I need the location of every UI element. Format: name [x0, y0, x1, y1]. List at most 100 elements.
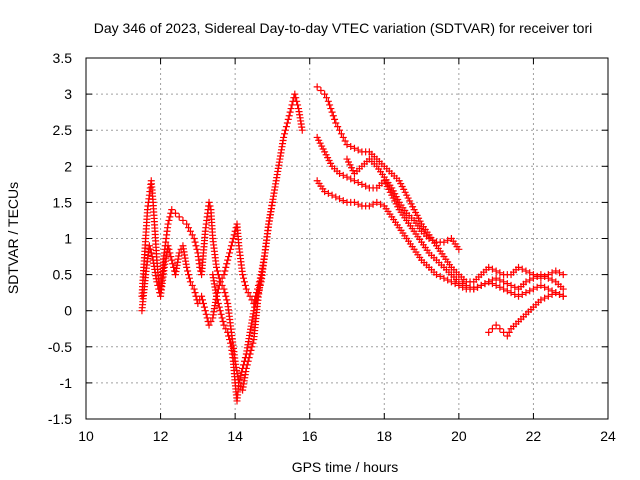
- data-point: [225, 253, 233, 261]
- data-point: [317, 86, 325, 94]
- data-point: [496, 269, 504, 277]
- data-point: [284, 115, 292, 123]
- data-point: [350, 177, 358, 185]
- data-point: [227, 242, 235, 250]
- data-point: [239, 271, 247, 279]
- data-point: [185, 224, 193, 232]
- data-point: [253, 296, 261, 304]
- data-point: [526, 287, 534, 295]
- data-point: [202, 310, 210, 318]
- data-point: [358, 180, 366, 188]
- data-point: [241, 354, 249, 362]
- data-point: [171, 209, 179, 217]
- x-tick-label: 18: [376, 428, 392, 444]
- data-point: [240, 278, 248, 286]
- data-point: [287, 105, 295, 113]
- data-point: [522, 289, 530, 297]
- x-axis-label: GPS time / hours: [292, 459, 399, 475]
- data-point: [224, 256, 232, 264]
- data-point: [459, 283, 467, 291]
- data-point: [198, 292, 206, 300]
- series-3: [313, 83, 567, 286]
- data-point: [341, 137, 349, 145]
- data-point: [492, 321, 500, 329]
- data-point: [332, 193, 340, 201]
- data-point: [179, 216, 187, 224]
- data-point: [220, 321, 228, 329]
- data-point: [186, 278, 194, 286]
- data-point: [248, 343, 256, 351]
- data-point: [313, 83, 321, 91]
- data-point: [226, 249, 234, 257]
- data-point: [153, 278, 161, 286]
- data-point: [291, 90, 299, 98]
- data-point: [254, 289, 262, 297]
- y-tick-label: 3.5: [53, 50, 73, 66]
- y-tick-label: 1.5: [53, 194, 73, 210]
- data-point: [254, 292, 262, 300]
- data-point: [444, 276, 452, 284]
- data-point: [511, 290, 519, 298]
- data-point: [213, 296, 221, 304]
- data-point: [215, 303, 223, 311]
- data-point: [541, 272, 549, 280]
- data-point: [242, 285, 250, 293]
- data-point: [191, 238, 199, 246]
- y-tick-label: 2.5: [53, 122, 73, 138]
- data-point: [183, 263, 191, 271]
- data-point: [191, 289, 199, 297]
- data-point: [164, 220, 172, 228]
- y-tick-label: -1.5: [48, 411, 72, 427]
- data-point: [329, 112, 337, 120]
- data-point: [216, 307, 224, 315]
- data-point: [362, 182, 370, 190]
- data-point: [147, 249, 155, 257]
- x-tick-label: 10: [78, 428, 94, 444]
- data-point: [336, 170, 344, 178]
- data-point: [541, 283, 549, 291]
- data-point: [250, 307, 258, 315]
- data-point: [440, 274, 448, 282]
- data-point: [252, 299, 260, 307]
- data-point: [223, 260, 231, 268]
- data-point: [339, 197, 347, 205]
- data-point: [205, 321, 213, 329]
- data-point: [533, 283, 541, 291]
- data-point: [221, 289, 229, 297]
- data-point: [354, 179, 362, 187]
- data-point: [529, 274, 537, 282]
- data-point: [148, 253, 156, 261]
- data-point: [518, 290, 526, 298]
- x-tick-label: 12: [153, 428, 169, 444]
- data-point: [282, 123, 290, 131]
- data-point: [218, 274, 226, 282]
- data-point: [286, 108, 294, 116]
- data-point: [169, 260, 177, 268]
- data-point: [503, 287, 511, 295]
- data-point: [222, 263, 230, 271]
- data-point: [220, 285, 228, 293]
- data-point: [223, 296, 231, 304]
- data-point: [249, 339, 257, 347]
- data-point: [488, 280, 496, 288]
- data-point: [213, 292, 220, 300]
- data-point: [175, 213, 183, 221]
- data-point: [552, 267, 560, 275]
- data-point: [239, 364, 247, 372]
- data-point: [541, 294, 549, 302]
- data-point: [214, 299, 222, 307]
- data-point: [281, 126, 289, 134]
- data-point: [350, 144, 358, 152]
- data-point: [207, 318, 215, 326]
- series-6: [343, 155, 463, 253]
- data-point: [492, 281, 500, 289]
- grid-layer: [86, 58, 608, 419]
- data-point: [373, 198, 381, 206]
- data-point: [347, 175, 355, 183]
- chart-title: Day 346 of 2023, Sidereal Day-to-day VTE…: [94, 20, 593, 36]
- data-point: [165, 216, 173, 224]
- data-point: [228, 238, 236, 246]
- data-point: [255, 285, 263, 293]
- data-point: [166, 249, 174, 257]
